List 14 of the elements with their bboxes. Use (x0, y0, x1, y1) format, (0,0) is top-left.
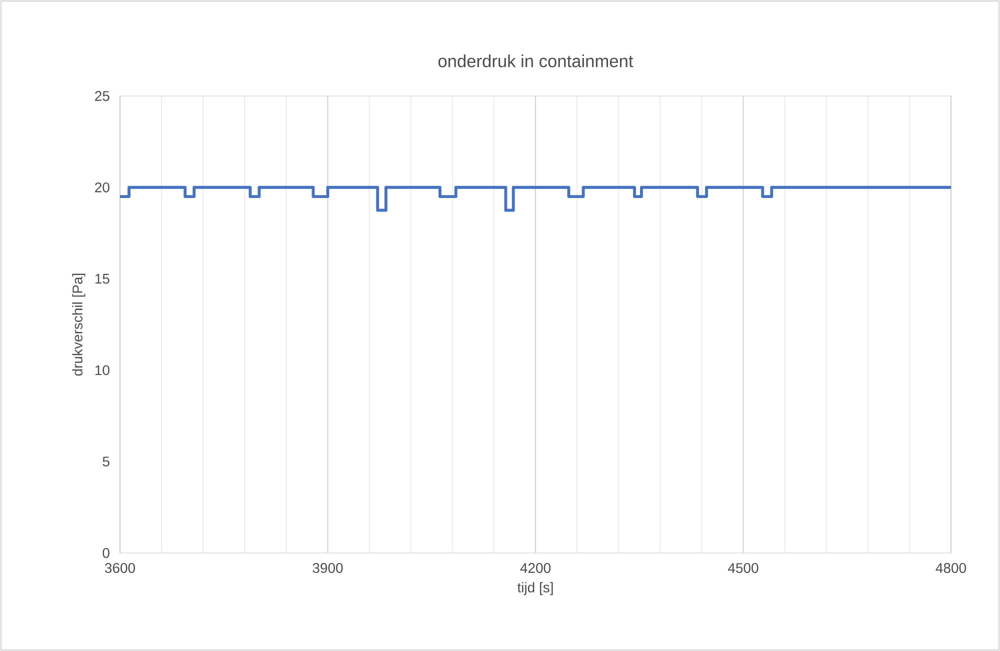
x-tick-label: 4800 (936, 563, 966, 573)
x-tick-label: 3600 (104, 563, 136, 573)
y-tick-label: 25 (95, 91, 110, 101)
x-tick-label: 3900 (312, 563, 343, 573)
y-tick-label: 20 (95, 182, 110, 192)
y-tick-label: 15 (95, 274, 110, 284)
x-axis-title: tijd [s] (517, 582, 553, 596)
y-tick-label: 0 (102, 548, 110, 558)
y-tick-label: 10 (95, 365, 110, 376)
y-axis-title: drukverschil [Pa] (72, 274, 86, 376)
y-tick-label: 5 (102, 456, 110, 466)
x-tick-label: 4200 (520, 563, 551, 573)
chart-title: onderdruk in containment (438, 54, 634, 68)
x-tick-label: 4500 (728, 563, 758, 573)
